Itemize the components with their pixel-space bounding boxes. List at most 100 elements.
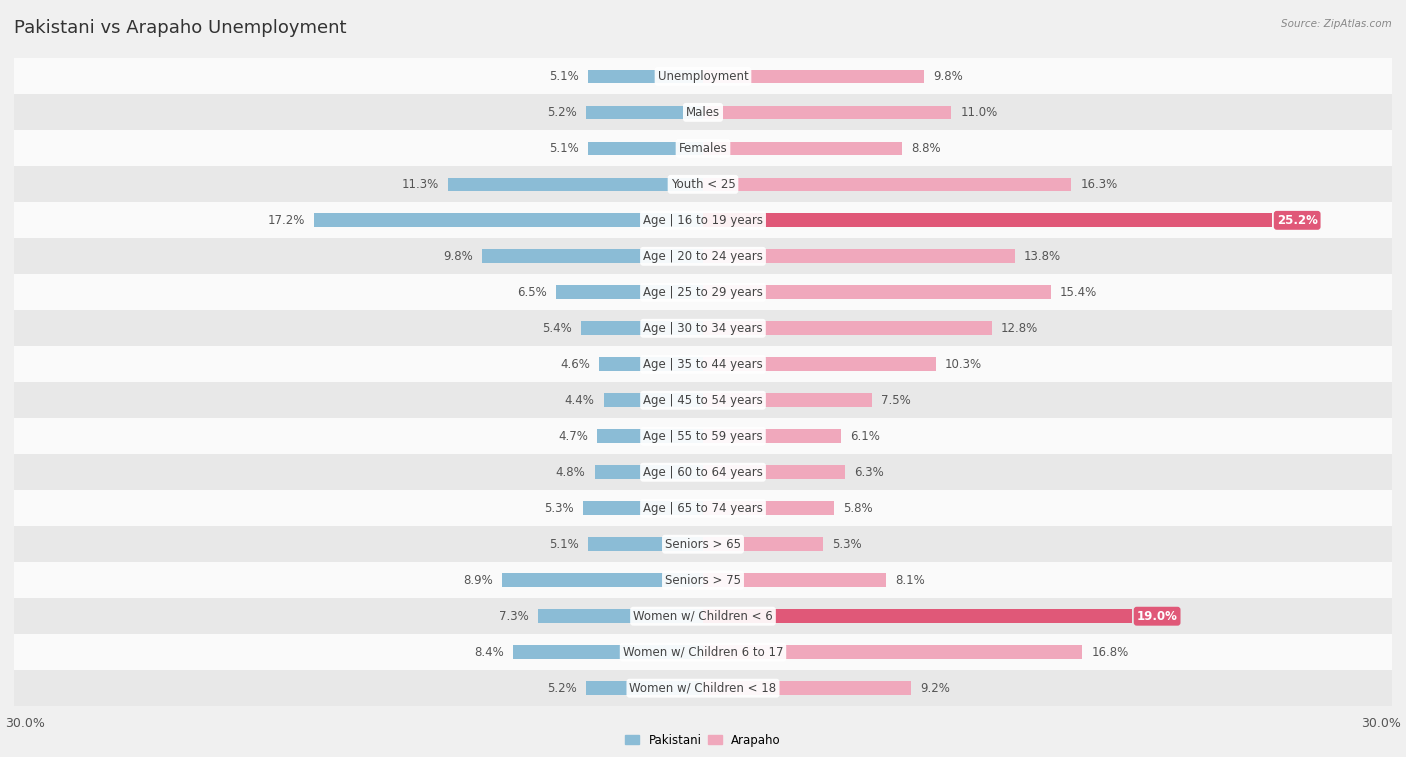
Bar bbox=[315, 213, 703, 227]
Text: Age | 30 to 34 years: Age | 30 to 34 years bbox=[643, 322, 763, 335]
Text: 6.5%: 6.5% bbox=[517, 286, 547, 299]
Text: 15.4%: 15.4% bbox=[1060, 286, 1097, 299]
Bar bbox=[482, 250, 703, 263]
Text: Women w/ Children < 6: Women w/ Children < 6 bbox=[633, 609, 773, 623]
Text: 5.8%: 5.8% bbox=[844, 502, 873, 515]
Text: 8.1%: 8.1% bbox=[896, 574, 925, 587]
Bar bbox=[596, 429, 703, 443]
Bar bbox=[0, 95, 1406, 130]
Text: 5.3%: 5.3% bbox=[832, 537, 862, 551]
Text: Age | 20 to 24 years: Age | 20 to 24 years bbox=[643, 250, 763, 263]
Text: 4.8%: 4.8% bbox=[555, 466, 585, 478]
Bar bbox=[703, 177, 1071, 192]
Bar bbox=[595, 466, 703, 479]
Text: 10.3%: 10.3% bbox=[945, 358, 981, 371]
Text: Unemployment: Unemployment bbox=[658, 70, 748, 83]
Bar bbox=[703, 322, 993, 335]
Text: 5.3%: 5.3% bbox=[544, 502, 574, 515]
Text: 16.3%: 16.3% bbox=[1080, 178, 1118, 191]
Text: 25.2%: 25.2% bbox=[1277, 213, 1317, 227]
Bar bbox=[703, 429, 841, 443]
Bar bbox=[0, 670, 1406, 706]
Bar bbox=[0, 454, 1406, 491]
Text: Seniors > 65: Seniors > 65 bbox=[665, 537, 741, 551]
Text: 5.2%: 5.2% bbox=[547, 106, 576, 119]
Text: Source: ZipAtlas.com: Source: ZipAtlas.com bbox=[1281, 19, 1392, 29]
Bar bbox=[0, 274, 1406, 310]
Text: Age | 65 to 74 years: Age | 65 to 74 years bbox=[643, 502, 763, 515]
Bar bbox=[703, 394, 872, 407]
Bar bbox=[703, 213, 1272, 227]
Text: Seniors > 75: Seniors > 75 bbox=[665, 574, 741, 587]
Text: 11.3%: 11.3% bbox=[402, 178, 439, 191]
Text: Age | 55 to 59 years: Age | 55 to 59 years bbox=[643, 430, 763, 443]
Bar bbox=[0, 562, 1406, 598]
Bar bbox=[447, 177, 703, 192]
Text: Age | 35 to 44 years: Age | 35 to 44 years bbox=[643, 358, 763, 371]
Text: 4.7%: 4.7% bbox=[558, 430, 588, 443]
Text: Females: Females bbox=[679, 142, 727, 155]
Bar bbox=[557, 285, 703, 299]
Text: Age | 45 to 54 years: Age | 45 to 54 years bbox=[643, 394, 763, 407]
Text: Youth < 25: Youth < 25 bbox=[671, 178, 735, 191]
Text: 13.8%: 13.8% bbox=[1024, 250, 1062, 263]
Bar bbox=[588, 142, 703, 155]
Bar bbox=[703, 285, 1050, 299]
Text: 5.4%: 5.4% bbox=[543, 322, 572, 335]
Bar bbox=[0, 598, 1406, 634]
Legend: Pakistani, Arapaho: Pakistani, Arapaho bbox=[620, 729, 786, 752]
Bar bbox=[581, 322, 703, 335]
Bar bbox=[703, 573, 886, 587]
Text: 7.3%: 7.3% bbox=[499, 609, 529, 623]
Text: 16.8%: 16.8% bbox=[1091, 646, 1129, 659]
Text: 7.5%: 7.5% bbox=[882, 394, 911, 407]
Bar bbox=[0, 382, 1406, 419]
Bar bbox=[588, 70, 703, 83]
Text: 17.2%: 17.2% bbox=[269, 213, 305, 227]
Text: 5.1%: 5.1% bbox=[548, 537, 579, 551]
Text: 8.8%: 8.8% bbox=[911, 142, 941, 155]
Bar bbox=[513, 646, 703, 659]
Text: Age | 25 to 29 years: Age | 25 to 29 years bbox=[643, 286, 763, 299]
Bar bbox=[603, 394, 703, 407]
Bar bbox=[0, 58, 1406, 95]
Text: 5.1%: 5.1% bbox=[548, 142, 579, 155]
Text: 6.1%: 6.1% bbox=[849, 430, 880, 443]
Bar bbox=[0, 346, 1406, 382]
Bar bbox=[588, 537, 703, 551]
Text: Age | 60 to 64 years: Age | 60 to 64 years bbox=[643, 466, 763, 478]
Bar bbox=[0, 238, 1406, 274]
Text: 11.0%: 11.0% bbox=[960, 106, 998, 119]
Bar bbox=[703, 681, 911, 695]
Bar bbox=[703, 105, 952, 119]
Bar bbox=[703, 501, 834, 515]
Bar bbox=[0, 310, 1406, 346]
Bar bbox=[703, 357, 935, 371]
Text: 9.8%: 9.8% bbox=[934, 70, 963, 83]
Bar bbox=[0, 526, 1406, 562]
Bar bbox=[703, 142, 901, 155]
Text: Males: Males bbox=[686, 106, 720, 119]
Text: 5.2%: 5.2% bbox=[547, 682, 576, 695]
Bar bbox=[585, 681, 703, 695]
Bar bbox=[0, 202, 1406, 238]
Bar bbox=[599, 357, 703, 371]
Text: Pakistani vs Arapaho Unemployment: Pakistani vs Arapaho Unemployment bbox=[14, 19, 346, 37]
Text: 5.1%: 5.1% bbox=[548, 70, 579, 83]
Bar bbox=[0, 419, 1406, 454]
Bar bbox=[0, 130, 1406, 167]
Bar bbox=[585, 105, 703, 119]
Bar bbox=[703, 609, 1132, 623]
Text: Women w/ Children 6 to 17: Women w/ Children 6 to 17 bbox=[623, 646, 783, 659]
Text: 6.3%: 6.3% bbox=[855, 466, 884, 478]
Bar bbox=[703, 250, 1015, 263]
Bar bbox=[703, 537, 823, 551]
Text: 12.8%: 12.8% bbox=[1001, 322, 1039, 335]
Text: 4.6%: 4.6% bbox=[560, 358, 591, 371]
Bar bbox=[703, 70, 924, 83]
Text: 8.4%: 8.4% bbox=[474, 646, 505, 659]
Bar bbox=[0, 491, 1406, 526]
Bar bbox=[703, 646, 1083, 659]
Text: 9.8%: 9.8% bbox=[443, 250, 472, 263]
Bar bbox=[583, 501, 703, 515]
